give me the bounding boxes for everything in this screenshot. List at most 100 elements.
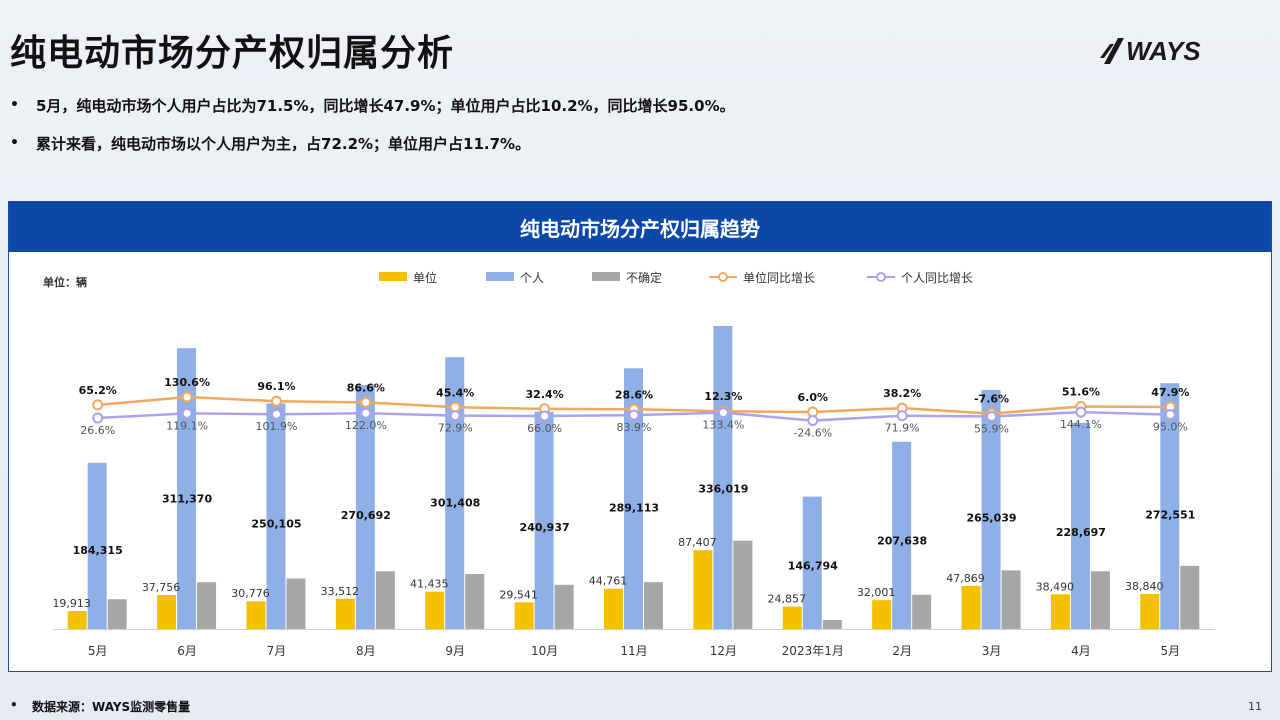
bar-uncertain xyxy=(644,582,663,629)
data-label-unit-yoy: 12.3% xyxy=(704,390,742,403)
data-label-personal-yoy: 95.0% xyxy=(1153,421,1188,434)
x-tick-label: 5月 xyxy=(1160,644,1180,658)
legend-marker xyxy=(876,272,886,282)
x-tick-label: 12月 xyxy=(710,644,737,658)
data-label-personal: 228,697 xyxy=(1056,526,1106,539)
data-label-unit: 33,512 xyxy=(321,585,360,598)
bar-uncertain xyxy=(286,578,306,629)
bar-uncertain xyxy=(465,573,485,629)
logo-text: WAYS xyxy=(1126,36,1201,66)
bar-personal xyxy=(445,357,465,629)
ways-logo-icon xyxy=(1100,38,1124,64)
personal-yoy-point xyxy=(181,407,193,419)
data-label-personal: 184,315 xyxy=(73,544,123,557)
data-label-personal: 146,794 xyxy=(788,559,838,572)
data-label-personal-yoy: 72.9% xyxy=(438,422,473,435)
data-label-personal-yoy: 26.6% xyxy=(80,424,115,437)
chart-panel-title: 纯电动市场分产权归属趋势 xyxy=(9,202,1271,252)
x-tick-label: 4月 xyxy=(1071,644,1091,658)
data-label-personal-yoy: 66.0% xyxy=(527,422,562,435)
x-tick-label: 2月 xyxy=(892,644,912,658)
bar-personal xyxy=(1070,422,1090,629)
bullet-marker: • xyxy=(10,135,19,151)
bullet-item: • 累计来看，纯电动市场以个人用户为主，占72.2%；单位用户占11.7%。 xyxy=(10,132,735,154)
personal-yoy-point xyxy=(896,410,908,422)
data-label-unit: 47,869 xyxy=(946,572,985,585)
personal-yoy-point xyxy=(270,408,282,420)
data-label-personal: 301,408 xyxy=(430,497,480,510)
data-label-unit-yoy: 28.6% xyxy=(615,388,653,401)
legend-label: 个人 xyxy=(520,271,544,285)
data-label-unit: 44,761 xyxy=(589,575,628,588)
data-label-unit-yoy: 38.2% xyxy=(883,387,921,400)
personal-yoy-point xyxy=(360,407,372,419)
bar-unit xyxy=(961,585,981,629)
legend-swatch xyxy=(486,272,514,281)
unit-yoy-point xyxy=(92,399,104,411)
x-tick-label: 11月 xyxy=(620,644,647,658)
data-label-personal: 240,937 xyxy=(520,521,570,534)
legend-swatch xyxy=(379,272,407,281)
bar-uncertain xyxy=(1001,570,1021,629)
ownership-trend-chart: 单位：辆 单位 个人 不确定 单位同比增长 个人同比增长 19,913 184,315 5月 37… xyxy=(43,270,1215,658)
bar-personal xyxy=(802,496,822,629)
x-tick-label: 5月 xyxy=(88,644,108,658)
legend-swatch xyxy=(592,272,620,281)
bar-unit xyxy=(335,598,355,629)
data-label-personal: 272,551 xyxy=(1145,508,1195,521)
x-tick-label: 3月 xyxy=(982,644,1002,658)
data-label-personal: 270,692 xyxy=(341,509,391,522)
bar-personal xyxy=(892,441,912,629)
data-label-unit: 41,435 xyxy=(410,578,449,591)
data-label-personal-yoy: 119.1% xyxy=(166,419,208,432)
unit-yoy-point xyxy=(270,395,282,407)
bar-unit xyxy=(425,591,445,629)
bullet-item: • 5月，纯电动市场个人用户占比为71.5%，同比增长47.9%；单位用户占比1… xyxy=(10,94,735,116)
bar-personal xyxy=(355,384,375,629)
data-label-personal-yoy: 144.1% xyxy=(1060,418,1102,431)
data-label-personal: 250,105 xyxy=(251,518,301,531)
data-label-unit: 19,913 xyxy=(52,597,91,610)
data-label-personal-yoy: 83.9% xyxy=(617,421,652,434)
bar-unit xyxy=(514,602,534,629)
data-label-personal: 336,019 xyxy=(698,483,748,496)
data-label-unit: 24,857 xyxy=(768,593,807,606)
personal-yoy-point xyxy=(1075,406,1087,418)
legend-label: 个人同比增长 xyxy=(901,271,973,285)
bullet-text: 累计来看，纯电动市场以个人用户为主，占72.2%；单位用户占11.7%。 xyxy=(36,134,531,153)
data-label-personal: 311,370 xyxy=(162,493,212,506)
legend-label: 不确定 xyxy=(626,270,662,285)
personal-yoy-point xyxy=(449,410,461,422)
bar-personal xyxy=(981,390,1001,629)
footer-source: • 数据来源：WAYS监测零售量 xyxy=(10,698,190,715)
bar-unit xyxy=(872,600,892,629)
x-tick-label: 10月 xyxy=(531,644,558,658)
bar-uncertain xyxy=(107,599,127,629)
personal-yoy-point xyxy=(986,411,998,423)
data-label-unit: 32,001 xyxy=(857,586,896,599)
data-label-personal-yoy: 101.9% xyxy=(255,420,297,433)
data-label-unit: 30,776 xyxy=(231,587,270,600)
bar-uncertain xyxy=(1090,571,1110,629)
personal-yoy-point xyxy=(539,410,551,422)
bar-uncertain xyxy=(733,540,753,629)
x-tick-label: 6月 xyxy=(177,644,197,658)
data-label-unit: 37,756 xyxy=(142,581,181,594)
unit-yoy-point xyxy=(360,396,372,408)
legend-label: 单位 xyxy=(413,270,437,285)
bar-unit xyxy=(782,606,802,629)
bar-unit xyxy=(1140,593,1160,629)
page-title: 纯电动市场分产权归属分析 xyxy=(10,33,455,74)
x-tick-label: 8月 xyxy=(356,644,376,658)
bar-unit xyxy=(157,594,177,629)
bar-uncertain xyxy=(375,571,395,629)
bar-personal xyxy=(87,462,107,629)
unit-label: 单位：辆 xyxy=(43,275,87,289)
bar-personal xyxy=(624,368,643,629)
data-label-unit: 29,541 xyxy=(499,588,538,601)
x-tick-label: 2023年1月 xyxy=(782,644,844,658)
personal-yoy-point xyxy=(92,412,104,424)
bar-personal xyxy=(266,403,286,629)
ways-logo: WAYS xyxy=(1100,34,1220,68)
data-label-unit-yoy: 51.6% xyxy=(1062,386,1100,399)
